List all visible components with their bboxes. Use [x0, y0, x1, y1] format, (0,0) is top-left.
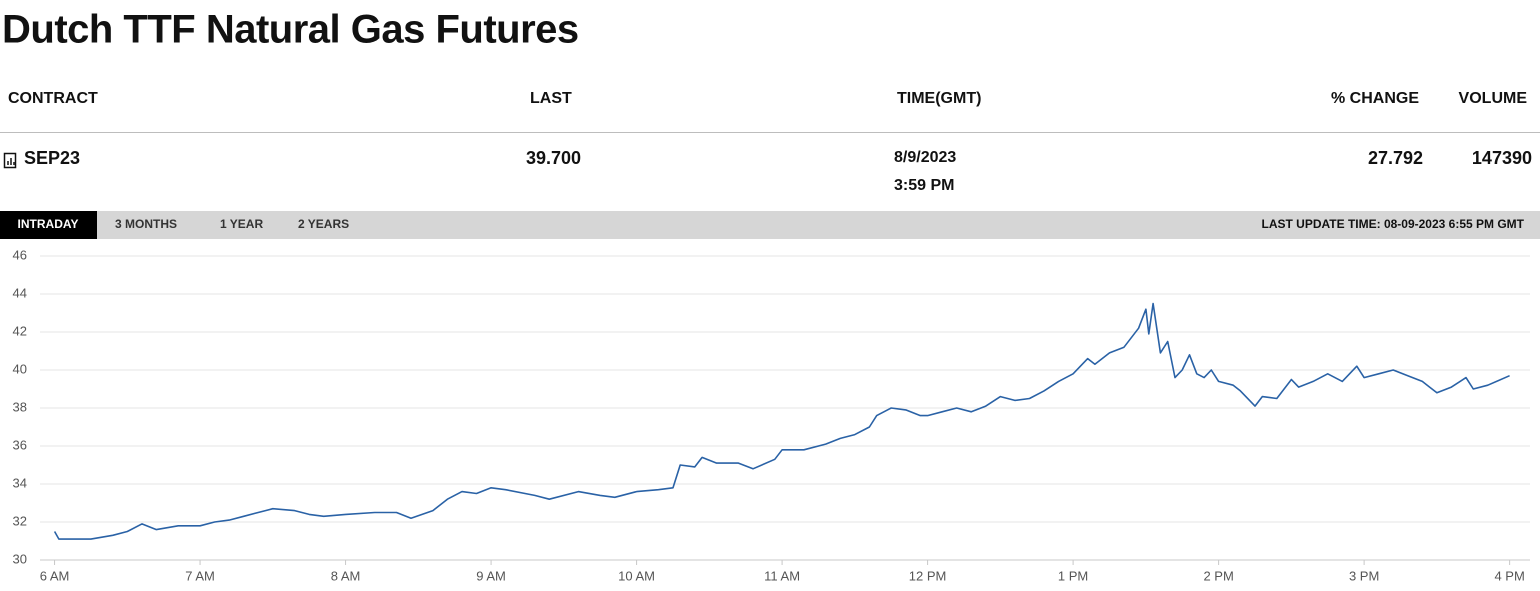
x-tick-label: 2 PM	[1203, 568, 1233, 583]
x-tick-label: 11 AM	[764, 568, 800, 583]
percent-change: 27.792	[1368, 148, 1423, 168]
page-title: Dutch TTF Natural Gas Futures	[2, 8, 579, 52]
tab[interactable]: INTRADAY	[18, 217, 79, 231]
tab-bar	[0, 211, 1540, 239]
y-tick-label: 36	[13, 437, 27, 452]
y-tick-label: 44	[13, 285, 27, 300]
y-tick-label: 46	[13, 247, 27, 262]
column-header: % CHANGE	[1331, 90, 1419, 107]
y-tick-label: 40	[13, 361, 27, 376]
column-header: CONTRACT	[8, 90, 98, 107]
volume: 147390	[1472, 148, 1532, 168]
trade-date: 8/9/2023	[894, 149, 956, 166]
chart-icon	[3, 152, 17, 169]
y-tick-label: 38	[13, 399, 27, 414]
y-tick-label: 32	[13, 513, 27, 528]
x-tick-label: 9 AM	[476, 568, 506, 583]
tab[interactable]: 3 MONTHS	[115, 217, 177, 231]
x-tick-label: 3 PM	[1349, 568, 1379, 583]
y-tick-label: 30	[13, 551, 27, 566]
last-update: LAST UPDATE TIME: 08-09-2023 6:55 PM GMT	[1262, 217, 1525, 231]
x-tick-label: 1 PM	[1058, 568, 1088, 583]
contract-link[interactable]: SEP23	[24, 148, 80, 168]
tab[interactable]: 2 YEARS	[298, 217, 349, 231]
x-tick-label: 7 AM	[185, 568, 215, 583]
column-header: VOLUME	[1459, 90, 1528, 107]
price-line	[53, 302, 1510, 540]
y-tick-label: 42	[13, 323, 27, 338]
x-tick-label: 6 AM	[40, 568, 70, 583]
x-tick-label: 12 PM	[909, 568, 947, 583]
tab[interactable]: 1 YEAR	[220, 217, 263, 231]
trade-time: 3:59 PM	[894, 177, 954, 194]
x-tick-label: 8 AM	[331, 568, 361, 583]
column-header: LAST	[530, 90, 572, 107]
x-tick-label: 10 AM	[618, 568, 655, 583]
last-price: 39.700	[526, 148, 581, 168]
active-tab[interactable]	[0, 211, 97, 239]
column-header: TIME(GMT)	[897, 90, 981, 107]
x-tick-label: 4 PM	[1494, 568, 1524, 583]
y-tick-label: 34	[13, 475, 27, 490]
